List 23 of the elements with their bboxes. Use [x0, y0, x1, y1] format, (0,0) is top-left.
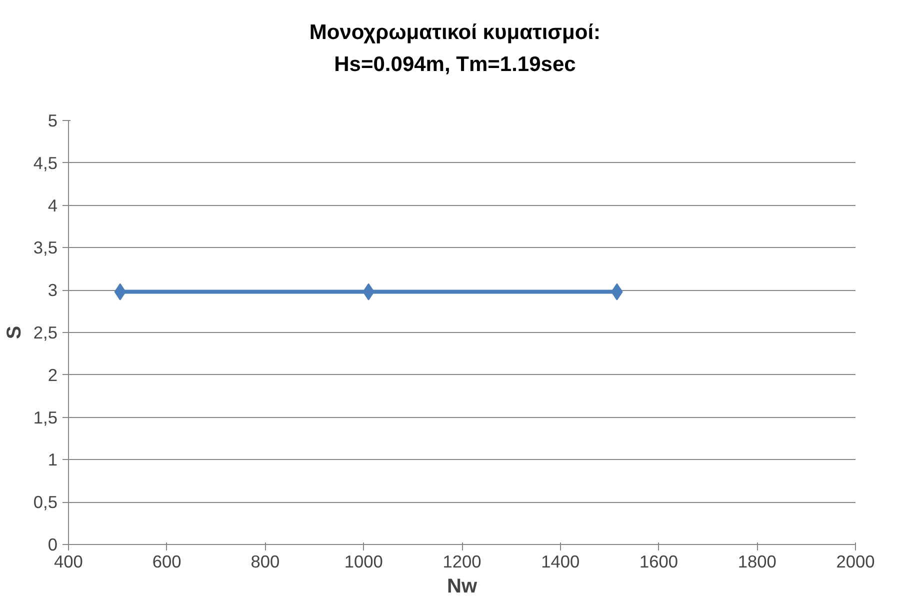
y-tick-label: 4,5 — [33, 152, 58, 173]
x-tick-label: 400 — [54, 552, 83, 572]
y-tick-label: 3 — [48, 280, 58, 300]
x-axis-title: Nw — [447, 576, 478, 598]
y-tick-label: 2,5 — [33, 322, 58, 342]
x-tick-label: 1200 — [442, 552, 482, 572]
y-tick-label: 3,5 — [33, 238, 58, 258]
chart-title: Μονοχρωματικοί κυματισμοί: Hs=0.094m, Tm=1.19sec — [309, 20, 601, 78]
x-tick-label: 1800 — [738, 552, 776, 572]
x-tick-label: 1000 — [344, 552, 383, 572]
y-tick-label: 4 — [48, 195, 58, 216]
y-tick-label: 2 — [48, 364, 58, 385]
x-tick-label: 1600 — [639, 552, 678, 572]
x-tick-label: 1400 — [541, 552, 580, 572]
y-tick-label: 0 — [48, 534, 58, 554]
y-tick-label: 1,5 — [33, 407, 58, 428]
x-tick-label: 2000 — [836, 552, 875, 572]
x-tick-label: 600 — [152, 552, 182, 572]
y-axis-title: S — [3, 326, 26, 340]
x-tick-label: 800 — [250, 552, 280, 572]
y-tick-label: 0,5 — [33, 492, 58, 512]
y-tick-label: 1 — [48, 450, 58, 470]
y-tick-label: 5 — [48, 110, 58, 130]
